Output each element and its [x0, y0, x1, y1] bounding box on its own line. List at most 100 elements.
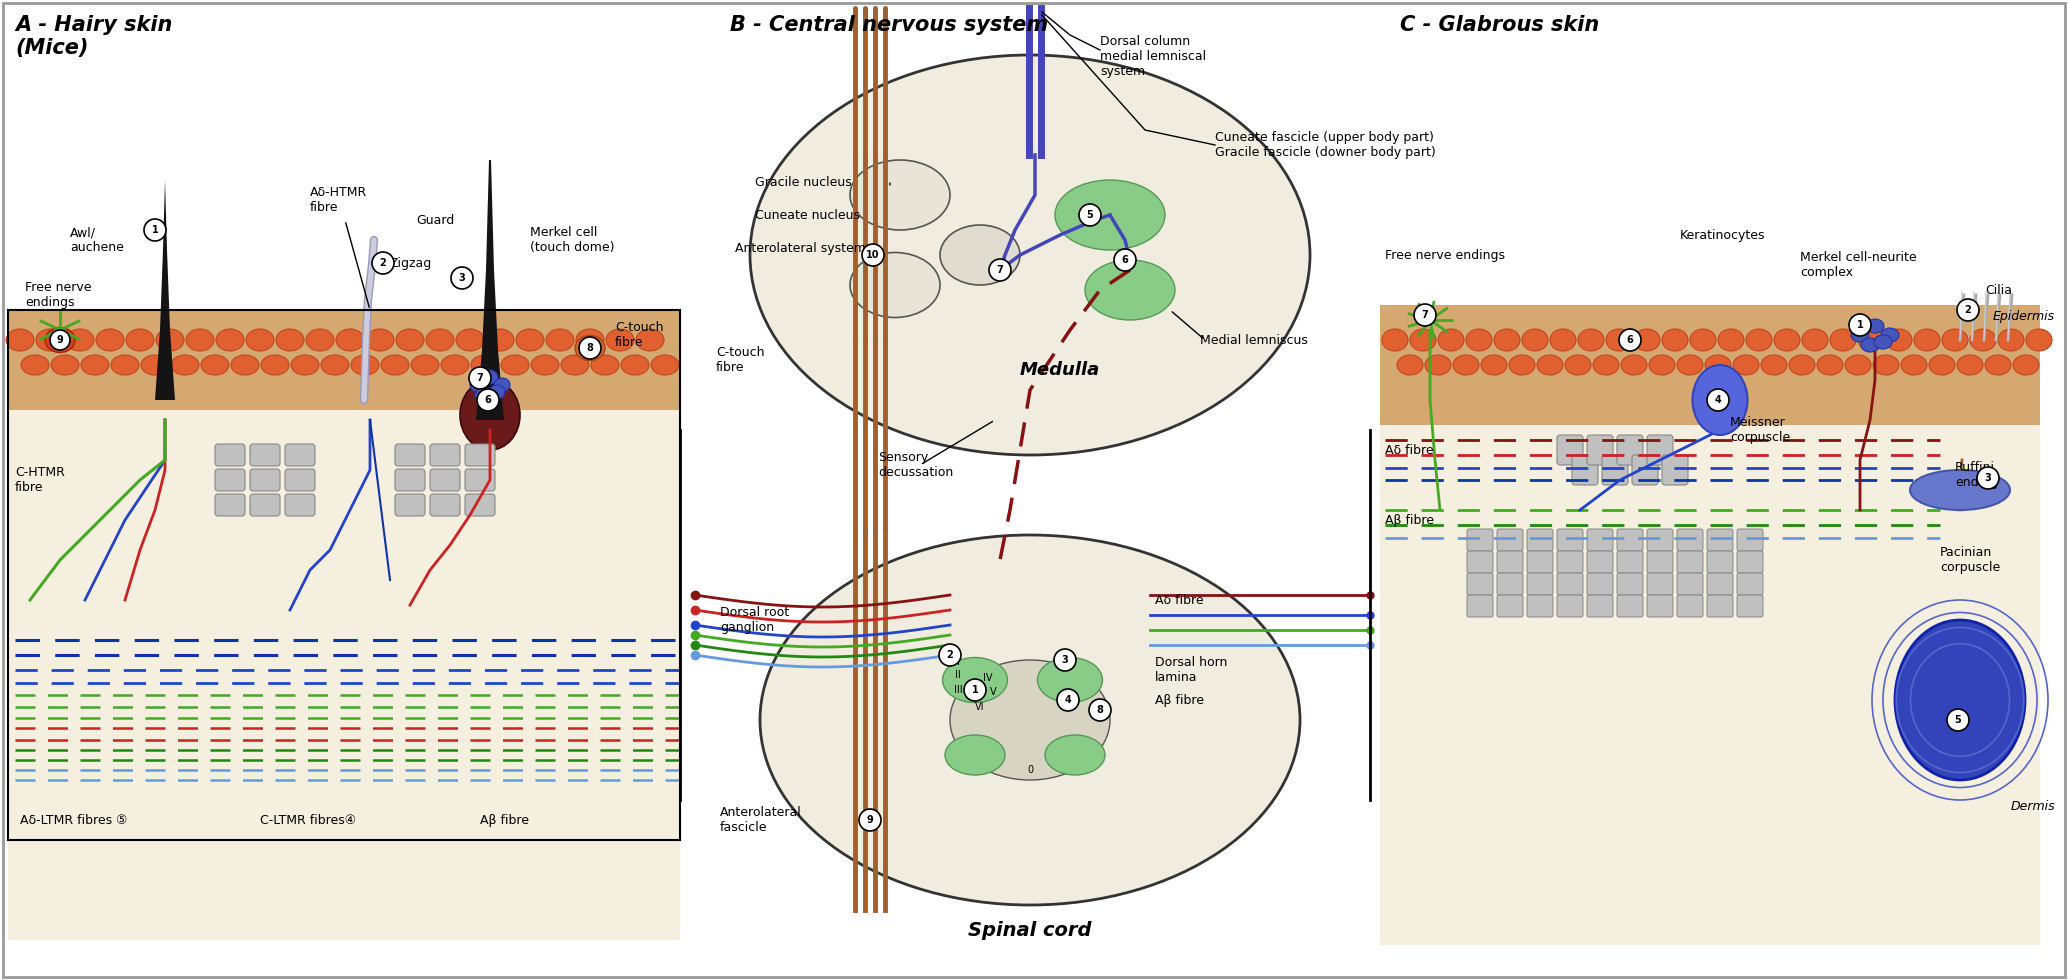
- FancyBboxPatch shape: [1586, 435, 1613, 465]
- Ellipse shape: [850, 160, 949, 230]
- Text: Pacinian
corpuscle: Pacinian corpuscle: [1940, 546, 2000, 574]
- FancyBboxPatch shape: [1646, 573, 1673, 595]
- FancyBboxPatch shape: [1646, 551, 1673, 573]
- Circle shape: [579, 337, 602, 359]
- FancyBboxPatch shape: [1466, 529, 1493, 551]
- Ellipse shape: [488, 385, 505, 399]
- Ellipse shape: [1900, 355, 1927, 375]
- Ellipse shape: [81, 355, 110, 375]
- Ellipse shape: [1985, 355, 2010, 375]
- Circle shape: [1619, 329, 1642, 351]
- Text: 3: 3: [459, 273, 465, 283]
- FancyBboxPatch shape: [1572, 455, 1599, 485]
- FancyBboxPatch shape: [1663, 455, 1687, 485]
- FancyBboxPatch shape: [1497, 595, 1522, 617]
- Ellipse shape: [1086, 260, 1175, 320]
- Ellipse shape: [6, 329, 33, 351]
- Text: Aβ fibre: Aβ fibre: [1386, 514, 1433, 526]
- FancyBboxPatch shape: [250, 494, 279, 516]
- Circle shape: [939, 644, 962, 666]
- Text: 4: 4: [1714, 395, 1721, 405]
- Circle shape: [1055, 649, 1075, 671]
- Ellipse shape: [1882, 328, 1898, 342]
- Text: 1: 1: [151, 225, 159, 235]
- Ellipse shape: [412, 355, 438, 375]
- Ellipse shape: [457, 329, 484, 351]
- Bar: [8, 410, 680, 940]
- Circle shape: [50, 330, 70, 350]
- Circle shape: [451, 267, 474, 289]
- FancyBboxPatch shape: [215, 444, 244, 466]
- FancyBboxPatch shape: [1617, 595, 1642, 617]
- Ellipse shape: [1774, 329, 1799, 351]
- Ellipse shape: [517, 329, 544, 351]
- Ellipse shape: [1861, 338, 1880, 352]
- FancyBboxPatch shape: [1706, 529, 1733, 551]
- Ellipse shape: [577, 329, 604, 351]
- Text: Aδ fibre: Aδ fibre: [1156, 594, 1204, 607]
- Text: 7: 7: [1421, 310, 1429, 320]
- Text: C-touch
fibre: C-touch fibre: [716, 346, 765, 374]
- Text: Aδ fibre: Aδ fibre: [1386, 444, 1433, 457]
- Ellipse shape: [1038, 658, 1102, 703]
- Ellipse shape: [52, 355, 79, 375]
- Text: Merkel cell
(touch dome): Merkel cell (touch dome): [529, 226, 614, 254]
- Ellipse shape: [459, 380, 519, 450]
- Text: Medial lemniscus: Medial lemniscus: [1199, 333, 1307, 347]
- Ellipse shape: [1648, 355, 1675, 375]
- Ellipse shape: [1894, 620, 2025, 780]
- Circle shape: [469, 367, 490, 389]
- Ellipse shape: [1762, 355, 1787, 375]
- Ellipse shape: [1481, 355, 1508, 375]
- Text: V: V: [991, 687, 997, 697]
- Text: 8: 8: [587, 343, 594, 353]
- FancyBboxPatch shape: [285, 494, 314, 516]
- FancyBboxPatch shape: [1497, 573, 1522, 595]
- Text: Medulla: Medulla: [1020, 361, 1100, 379]
- Ellipse shape: [1398, 355, 1423, 375]
- Ellipse shape: [1719, 329, 1743, 351]
- Ellipse shape: [531, 355, 558, 375]
- Ellipse shape: [651, 355, 678, 375]
- Circle shape: [858, 809, 881, 831]
- Ellipse shape: [292, 355, 318, 375]
- Ellipse shape: [500, 355, 529, 375]
- Text: III: III: [953, 685, 962, 695]
- Ellipse shape: [172, 355, 199, 375]
- Polygon shape: [155, 180, 176, 400]
- Text: Aβ fibre: Aβ fibre: [1156, 694, 1204, 707]
- FancyBboxPatch shape: [1526, 551, 1553, 573]
- Ellipse shape: [469, 378, 486, 392]
- Circle shape: [1956, 299, 1979, 321]
- Ellipse shape: [1956, 355, 1983, 375]
- Ellipse shape: [1733, 355, 1760, 375]
- Ellipse shape: [1692, 365, 1747, 435]
- Ellipse shape: [95, 329, 124, 351]
- Ellipse shape: [486, 329, 515, 351]
- Ellipse shape: [1929, 355, 1954, 375]
- Ellipse shape: [1044, 735, 1104, 775]
- Ellipse shape: [476, 388, 490, 402]
- Text: Cilia: Cilia: [1985, 283, 2012, 297]
- FancyBboxPatch shape: [465, 444, 494, 466]
- FancyBboxPatch shape: [1617, 435, 1642, 465]
- Text: Aδ-HTMR
fibre: Aδ-HTMR fibre: [310, 186, 368, 214]
- FancyBboxPatch shape: [1497, 529, 1522, 551]
- FancyBboxPatch shape: [1737, 573, 1764, 595]
- Ellipse shape: [1466, 329, 1491, 351]
- Text: 3: 3: [1061, 655, 1069, 665]
- Bar: [1379, 425, 2039, 945]
- Text: 4: 4: [1065, 695, 1071, 705]
- Text: A - Hairy skin
(Mice): A - Hairy skin (Mice): [14, 15, 172, 58]
- Text: Anterolateral system: Anterolateral system: [734, 241, 866, 255]
- FancyBboxPatch shape: [1632, 455, 1659, 485]
- Ellipse shape: [1845, 355, 1872, 375]
- Ellipse shape: [1677, 355, 1704, 375]
- Ellipse shape: [1851, 328, 1869, 342]
- Ellipse shape: [1886, 329, 1913, 351]
- Text: 6: 6: [1628, 335, 1634, 345]
- Ellipse shape: [1971, 329, 1996, 351]
- Text: Epidermis: Epidermis: [1994, 310, 2056, 323]
- FancyBboxPatch shape: [1586, 573, 1613, 595]
- FancyBboxPatch shape: [1586, 529, 1613, 551]
